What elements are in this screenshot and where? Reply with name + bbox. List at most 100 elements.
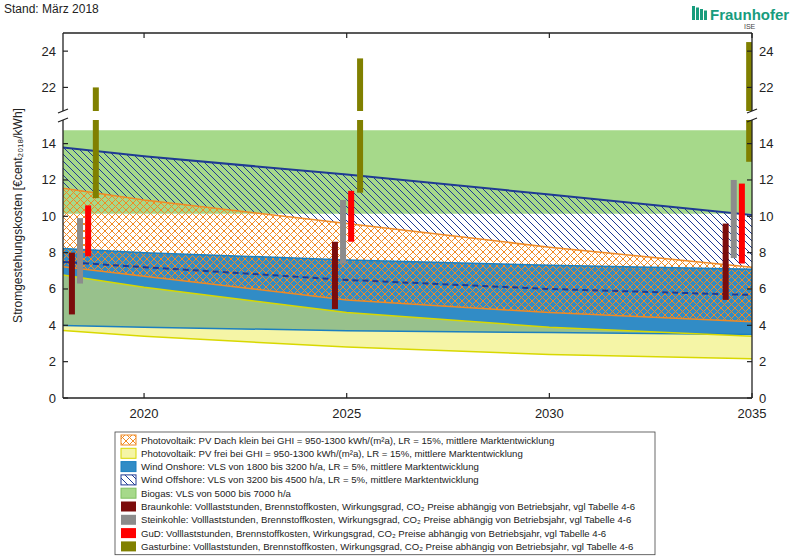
range-bar [85, 205, 91, 256]
range-bar [746, 120, 752, 162]
y-tick-label: 14 [42, 136, 56, 151]
range-bar [357, 120, 363, 193]
band-lower-line [63, 267, 752, 322]
legend-label: Wind Offshore: VLS von 3200 bis 4500 h/a… [141, 474, 479, 485]
y-tick-label: 2 [759, 354, 766, 369]
y-axis-label: Stromgestehungskosten [€cent₂₀₁₈/kWh] [11, 108, 25, 323]
y-tick-label: 8 [759, 245, 766, 260]
y-tick [63, 361, 68, 362]
y-tick [63, 252, 68, 253]
y-tick-label: 4 [49, 318, 56, 333]
y-tick [63, 288, 68, 289]
plot-low [63, 120, 752, 359]
axis-break-mark [58, 109, 68, 113]
x-tick [549, 33, 550, 38]
chart: 0022446688101012121414222224242020202520… [0, 0, 800, 559]
y-tick-label: 6 [759, 281, 766, 296]
range-bar [69, 253, 75, 315]
y-tick [747, 51, 752, 52]
x-tick-label: 2025 [332, 406, 361, 421]
range-bar [723, 224, 729, 300]
y-tick [747, 143, 752, 144]
legend-label: Photovoltaik: PV Dach klein bei GHI = 95… [141, 435, 554, 446]
axis-break-mark [58, 118, 68, 122]
range-bar [93, 87, 99, 111]
y-tick-label: 8 [49, 245, 56, 260]
frame-top [63, 32, 752, 33]
y-axis-line-upper [751, 33, 752, 111]
x-axis-line [63, 397, 752, 398]
legend-swatch [121, 502, 136, 512]
y-tick-label: 14 [759, 136, 773, 151]
y-tick-label: 6 [49, 281, 56, 296]
y-tick [747, 325, 752, 326]
logo-subtext: ISE [744, 23, 756, 30]
range-bar [348, 191, 354, 242]
band-upper-line [63, 248, 752, 269]
y-tick-label: 10 [42, 209, 56, 224]
y-tick [63, 325, 68, 326]
x-tick [549, 393, 550, 398]
legend-swatch [121, 475, 136, 485]
axis-break-mark [747, 109, 757, 113]
band-upper-line [63, 275, 752, 336]
y-axis-line-upper [62, 33, 63, 111]
range-bar [746, 42, 752, 111]
legend-swatch [121, 515, 136, 525]
legend: Photovoltaik: PV Dach klein bei GHI = 95… [115, 432, 655, 555]
y-tick [747, 361, 752, 362]
y-tick [747, 179, 752, 180]
y-tick-label: 12 [759, 172, 773, 187]
y-tick-label: 0 [759, 391, 766, 406]
y-tick-label: 2 [49, 354, 56, 369]
legend-swatch [121, 541, 136, 551]
x-tick-label: 2030 [535, 406, 564, 421]
band-upper-line [63, 147, 752, 215]
y-tick [63, 87, 68, 88]
logo-mark [692, 6, 695, 20]
range-bar [77, 218, 83, 283]
band-lower-line [63, 326, 752, 335]
legend-label: Biogas: VLS von 5000 bis 7000 h/a [141, 488, 292, 499]
background [0, 0, 800, 559]
y-tick-label: 22 [759, 80, 773, 95]
y-tick-label: 12 [42, 172, 56, 187]
legend-label: Steinkohle: Volllaststunden, Brennstoffk… [141, 514, 631, 525]
legend-swatch [121, 528, 136, 538]
x-tick [143, 33, 144, 38]
x-tick [751, 33, 752, 38]
y-axis-line-lower [751, 120, 752, 398]
legend-swatch [121, 488, 136, 498]
y-tick-label: 22 [42, 80, 56, 95]
legend-label: Braunkohle: Volllaststunden, Brennstoffk… [141, 501, 635, 512]
logo-mark [696, 8, 699, 21]
x-tick [751, 393, 752, 398]
axis-break-mark [747, 118, 757, 122]
y-tick [63, 179, 68, 180]
logo-mark [704, 11, 707, 21]
legend-swatch-bg [121, 475, 136, 485]
legend-label: Gasturbine: Volllaststunden, Brennstoffk… [141, 541, 633, 552]
legend-label: Photovoltaik: PV frei bei GHI = 950-1300… [141, 448, 523, 459]
legend-label: Wind Onshore: VLS von 1800 bis 3200 h/a,… [141, 461, 479, 472]
y-tick [747, 397, 752, 398]
y-axis-line-lower [62, 120, 63, 398]
band-lower-line [63, 331, 752, 359]
logo-mark [700, 9, 703, 20]
y-tick [63, 143, 68, 144]
y-tick-label: 24 [42, 44, 56, 59]
plot-high [69, 42, 752, 111]
y-tick [747, 252, 752, 253]
range-bar [731, 180, 737, 258]
legend-swatch [121, 435, 136, 445]
range-bar [93, 120, 99, 198]
y-tick-label: 10 [759, 209, 773, 224]
y-tick [63, 397, 68, 398]
y-tick [747, 87, 752, 88]
y-tick [747, 288, 752, 289]
y-tick [63, 51, 68, 52]
x-tick [143, 393, 144, 398]
range-bar [340, 200, 346, 264]
y-tick-label: 24 [759, 44, 773, 59]
range-bar [739, 184, 745, 264]
